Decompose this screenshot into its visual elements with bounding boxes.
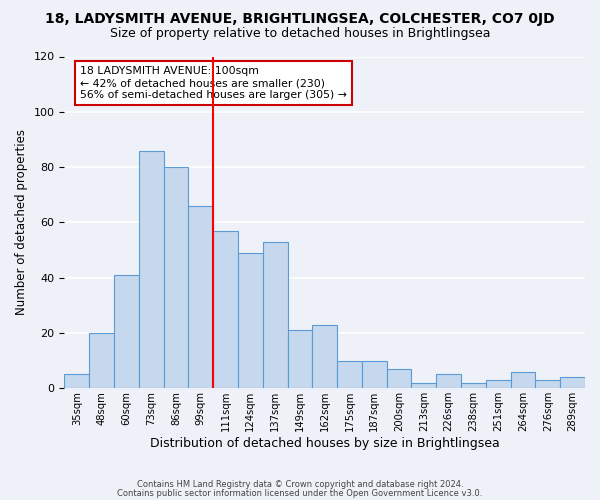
Bar — [535, 380, 560, 388]
Bar — [362, 360, 386, 388]
Text: Contains HM Land Registry data © Crown copyright and database right 2024.: Contains HM Land Registry data © Crown c… — [137, 480, 463, 489]
Bar — [486, 380, 511, 388]
Bar — [337, 360, 362, 388]
Bar — [461, 383, 486, 388]
Bar — [313, 324, 337, 388]
Bar — [164, 167, 188, 388]
Bar — [386, 369, 412, 388]
Bar — [114, 275, 139, 388]
Bar — [560, 377, 585, 388]
Bar — [436, 374, 461, 388]
Text: Size of property relative to detached houses in Brightlingsea: Size of property relative to detached ho… — [110, 28, 490, 40]
Bar — [412, 383, 436, 388]
Bar — [64, 374, 89, 388]
Text: 18 LADYSMITH AVENUE: 100sqm
← 42% of detached houses are smaller (230)
56% of se: 18 LADYSMITH AVENUE: 100sqm ← 42% of det… — [80, 66, 347, 100]
Bar — [139, 150, 164, 388]
Bar — [287, 330, 313, 388]
Bar — [188, 206, 213, 388]
Bar — [213, 230, 238, 388]
Bar — [511, 372, 535, 388]
Text: Contains public sector information licensed under the Open Government Licence v3: Contains public sector information licen… — [118, 488, 482, 498]
Bar — [263, 242, 287, 388]
Text: 18, LADYSMITH AVENUE, BRIGHTLINGSEA, COLCHESTER, CO7 0JD: 18, LADYSMITH AVENUE, BRIGHTLINGSEA, COL… — [45, 12, 555, 26]
Bar — [238, 253, 263, 388]
Bar — [89, 333, 114, 388]
Y-axis label: Number of detached properties: Number of detached properties — [15, 130, 28, 316]
X-axis label: Distribution of detached houses by size in Brightlingsea: Distribution of detached houses by size … — [150, 437, 500, 450]
